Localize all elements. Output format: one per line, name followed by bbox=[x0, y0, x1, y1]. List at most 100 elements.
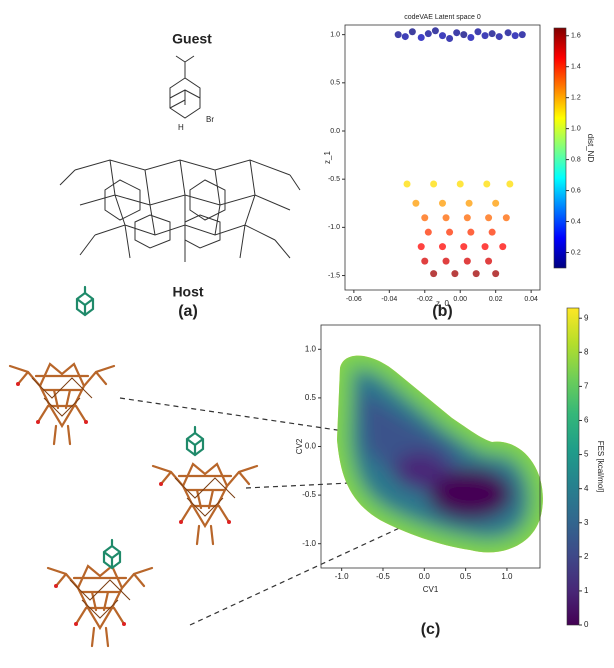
scatter-point bbox=[489, 229, 496, 236]
scatter-point bbox=[430, 270, 437, 277]
panel-label: (c) bbox=[421, 621, 441, 638]
colorbar-tick-label: 1.6 bbox=[571, 33, 581, 40]
scatter-point bbox=[439, 32, 446, 39]
colorbar-tick-label: 9 bbox=[584, 313, 589, 322]
y-tick-label: -0.5 bbox=[302, 490, 316, 499]
scatter-point bbox=[492, 270, 499, 277]
plot-frame bbox=[345, 25, 540, 290]
colorbar-tick-label: 4 bbox=[584, 484, 589, 493]
colorbar-tick-label: 0.2 bbox=[571, 249, 581, 256]
x-tick-label: 1.0 bbox=[501, 572, 513, 581]
x-axis-label: CV1 bbox=[423, 585, 439, 594]
panel-label: (b) bbox=[432, 303, 452, 320]
scatter-point bbox=[412, 200, 419, 207]
y-tick-label: 0.0 bbox=[330, 128, 340, 135]
scatter-point bbox=[483, 181, 490, 188]
guest-molecule bbox=[187, 427, 203, 455]
scatter-point bbox=[432, 27, 439, 34]
figure: Guest Br H Host (a) -0.06-0.04-0.020.000… bbox=[0, 0, 614, 668]
colorbar-tick-label: 2 bbox=[584, 552, 589, 561]
scatter-point bbox=[409, 28, 416, 35]
host-molecule bbox=[153, 464, 257, 544]
scatter-point bbox=[485, 214, 492, 221]
scatter-point bbox=[482, 32, 489, 39]
scatter-point bbox=[505, 29, 512, 36]
colorbar-label: FES [kcal/mol] bbox=[596, 441, 605, 493]
scatter-point bbox=[466, 200, 473, 207]
scatter-point bbox=[443, 258, 450, 265]
scatter-point bbox=[464, 258, 471, 265]
scatter-point bbox=[489, 30, 496, 37]
scatter-point bbox=[499, 243, 506, 250]
scatter-point bbox=[418, 34, 425, 41]
scatter-point bbox=[451, 270, 458, 277]
colorbar bbox=[567, 308, 579, 625]
colorbar-tick-label: 6 bbox=[584, 416, 589, 425]
atom-label: Br bbox=[206, 115, 214, 124]
scatter-point bbox=[460, 31, 467, 38]
y-tick-label: -0.5 bbox=[328, 176, 340, 183]
colorbar-tick-label: 0.4 bbox=[571, 218, 581, 225]
colorbar bbox=[554, 28, 566, 268]
scatter-point bbox=[453, 29, 460, 36]
scatter-point bbox=[395, 31, 402, 38]
x-tick-label: 0.04 bbox=[524, 296, 538, 303]
scatter-point bbox=[512, 32, 519, 39]
scatter-point bbox=[439, 200, 446, 207]
colorbar-tick-label: 0.6 bbox=[571, 187, 581, 194]
y-tick-label: 0.5 bbox=[330, 80, 340, 87]
host-structure bbox=[60, 160, 300, 262]
host-title: Host bbox=[172, 284, 203, 300]
guest-title: Guest bbox=[172, 31, 212, 47]
scatter-point bbox=[418, 243, 425, 250]
scatter-point bbox=[446, 35, 453, 42]
colorbar-tick-label: 1.0 bbox=[571, 125, 581, 132]
x-tick-label: 0.5 bbox=[460, 572, 472, 581]
scatter-point bbox=[425, 30, 432, 37]
scatter-point bbox=[446, 229, 453, 236]
colorbar-tick-label: 0 bbox=[584, 620, 589, 629]
scatter-point bbox=[492, 200, 499, 207]
scatter-point bbox=[464, 214, 471, 221]
scatter-point bbox=[439, 243, 446, 250]
colorbar-tick-label: 3 bbox=[584, 518, 589, 527]
scatter-point bbox=[503, 214, 510, 221]
scatter-point bbox=[473, 270, 480, 277]
colorbar-label: dist_ND bbox=[586, 134, 595, 163]
scatter-point bbox=[430, 181, 437, 188]
y-tick-label: -1.0 bbox=[302, 539, 316, 548]
scatter-point bbox=[421, 258, 428, 265]
guest-molecule bbox=[77, 287, 93, 315]
scatter-point bbox=[404, 181, 411, 188]
scatter-point bbox=[460, 243, 467, 250]
colorbar-tick-label: 0.8 bbox=[571, 156, 581, 163]
scatter-point bbox=[519, 31, 526, 38]
y-tick-label: 0.0 bbox=[305, 442, 317, 451]
scatter-point bbox=[467, 229, 474, 236]
host-molecule bbox=[48, 566, 152, 646]
host-molecule bbox=[10, 364, 114, 444]
scatter-point bbox=[421, 214, 428, 221]
scatter-point bbox=[443, 214, 450, 221]
x-tick-label: -0.04 bbox=[381, 296, 397, 303]
fes-surface bbox=[320, 320, 550, 570]
x-tick-label: -0.06 bbox=[346, 296, 362, 303]
colorbar-tick-label: 1.2 bbox=[571, 95, 581, 102]
scatter-point bbox=[482, 243, 489, 250]
guest-structure bbox=[170, 56, 200, 118]
colorbar-tick-label: 5 bbox=[584, 450, 589, 459]
scatter-point bbox=[485, 258, 492, 265]
y-axis-label: CV2 bbox=[295, 438, 304, 454]
y-tick-label: 1.0 bbox=[330, 31, 340, 38]
y-tick-label: 1.0 bbox=[305, 344, 317, 353]
guest-molecule bbox=[104, 540, 120, 568]
chart-title: codeVAE Latent space 0 bbox=[404, 14, 481, 21]
y-tick-label: 0.5 bbox=[305, 393, 317, 402]
colorbar-tick-label: 1.4 bbox=[571, 64, 581, 71]
panel-label: (a) bbox=[178, 303, 198, 320]
scatter-point bbox=[474, 28, 481, 35]
x-tick-label: 0.00 bbox=[453, 296, 467, 303]
scatter-point bbox=[402, 33, 409, 40]
x-tick-label: -0.5 bbox=[376, 572, 390, 581]
x-tick-label: 0.02 bbox=[489, 296, 503, 303]
